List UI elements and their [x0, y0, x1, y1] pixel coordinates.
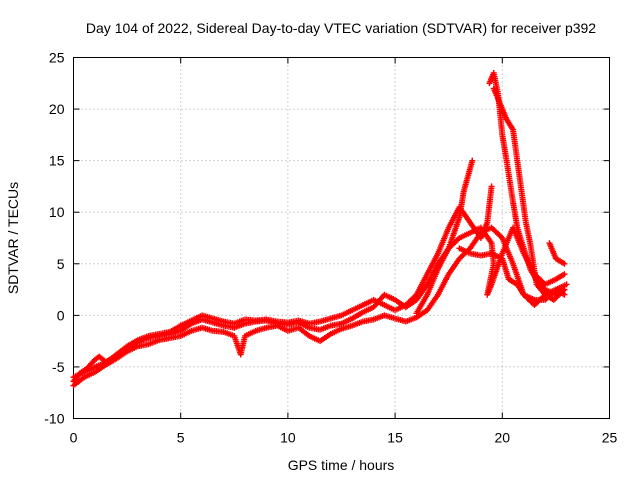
- y-tick-label: 15: [49, 153, 65, 169]
- y-tick-label: 20: [49, 101, 65, 117]
- y-axis-label: SDTVAR / TECUs: [5, 182, 21, 294]
- series-trace-d: [413, 224, 568, 317]
- y-tick-labels: -10 -5 0 5 10 15 20 25: [44, 50, 64, 427]
- data-point: [561, 271, 568, 278]
- x-tick-label: 10: [280, 430, 296, 446]
- x-tick-label: 15: [387, 430, 403, 446]
- x-tick-labels: 0 5 10 15 20 25: [70, 430, 618, 446]
- y-tick-label: -10: [44, 411, 64, 427]
- series-trace-g: [490, 85, 568, 303]
- x-axis-label: GPS time / hours: [288, 457, 395, 473]
- data-point: [561, 260, 568, 267]
- data-point: [563, 281, 570, 288]
- series-trace-c: [70, 183, 495, 381]
- y-tick-label: 5: [57, 256, 65, 272]
- series-trace-e: [456, 245, 568, 309]
- data-point: [488, 183, 495, 190]
- x-tick-label: 5: [177, 430, 185, 446]
- x-tick-label: 0: [70, 430, 78, 446]
- data-point: [561, 286, 568, 293]
- chart-title: Day 104 of 2022, Sidereal Day-to-day VTE…: [86, 20, 596, 36]
- data-point: [469, 157, 476, 164]
- axis-ticks: [73, 57, 610, 419]
- x-tick-label: 20: [495, 430, 511, 446]
- y-tick-label: 0: [57, 307, 65, 323]
- data-marks: [70, 69, 570, 389]
- y-tick-label: -5: [52, 359, 65, 375]
- x-tick-label: 25: [602, 430, 618, 446]
- y-tick-label: 25: [49, 50, 65, 66]
- series-trace-h: [546, 240, 568, 267]
- y-tick-label: 10: [49, 204, 65, 220]
- plot-area-frame: [73, 57, 610, 419]
